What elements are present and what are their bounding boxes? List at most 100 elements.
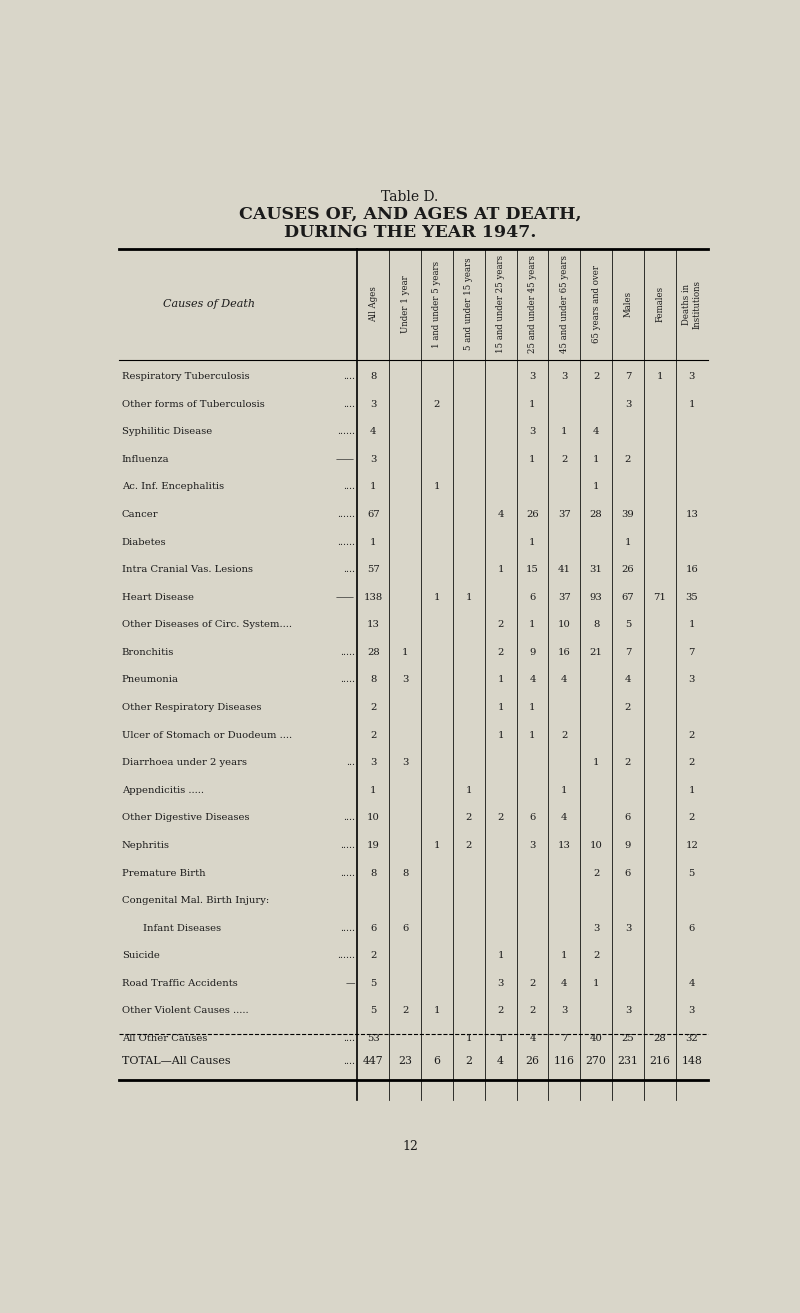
Text: 65 years and over: 65 years and over xyxy=(592,265,601,343)
Text: 4: 4 xyxy=(625,675,631,684)
Text: 5: 5 xyxy=(625,620,631,629)
Text: 5: 5 xyxy=(370,979,377,987)
Text: 1: 1 xyxy=(498,702,504,712)
Text: 3: 3 xyxy=(370,399,377,408)
Text: 1: 1 xyxy=(370,537,377,546)
Text: 7: 7 xyxy=(625,372,631,381)
Text: Suicide: Suicide xyxy=(122,952,159,960)
Text: 6: 6 xyxy=(370,923,376,932)
Text: Heart Disease: Heart Disease xyxy=(122,592,194,601)
Text: 1: 1 xyxy=(561,785,567,794)
Text: 138: 138 xyxy=(363,592,383,601)
Text: 1: 1 xyxy=(530,537,536,546)
Text: 1: 1 xyxy=(466,1035,472,1043)
Text: 32: 32 xyxy=(686,1035,698,1043)
Text: 1: 1 xyxy=(370,785,377,794)
Text: 67: 67 xyxy=(367,509,379,519)
Text: .....: ..... xyxy=(340,647,355,656)
Text: 2: 2 xyxy=(625,454,631,463)
Text: 4: 4 xyxy=(370,427,377,436)
Text: Other forms of Tuberculosis: Other forms of Tuberculosis xyxy=(122,399,265,408)
Text: ...: ... xyxy=(346,758,355,767)
Text: 40: 40 xyxy=(590,1035,602,1043)
Text: Influenza: Influenza xyxy=(122,454,170,463)
Text: 9: 9 xyxy=(625,840,631,850)
Text: Bronchitis: Bronchitis xyxy=(122,647,174,656)
Text: 6: 6 xyxy=(530,813,535,822)
Text: 5: 5 xyxy=(370,1007,377,1015)
Text: 67: 67 xyxy=(622,592,634,601)
Text: Cancer: Cancer xyxy=(122,509,158,519)
Text: 3: 3 xyxy=(625,1007,631,1015)
Text: 2: 2 xyxy=(498,620,504,629)
Text: 4: 4 xyxy=(530,675,536,684)
Text: 1: 1 xyxy=(434,840,440,850)
Text: 2: 2 xyxy=(466,840,472,850)
Text: Congenital Mal. Birth Injury:: Congenital Mal. Birth Injury: xyxy=(122,895,269,905)
Text: 16: 16 xyxy=(686,565,698,574)
Text: 3: 3 xyxy=(530,840,536,850)
Text: 2: 2 xyxy=(689,730,695,739)
Text: Table D.: Table D. xyxy=(382,190,438,204)
Text: 6: 6 xyxy=(689,923,695,932)
Text: 116: 116 xyxy=(554,1057,574,1066)
Text: Under 1 year: Under 1 year xyxy=(401,276,410,334)
Text: 3: 3 xyxy=(370,758,377,767)
Text: 1: 1 xyxy=(593,482,599,491)
Text: 41: 41 xyxy=(558,565,570,574)
Text: Other Digestive Diseases: Other Digestive Diseases xyxy=(122,813,250,822)
Text: .....: ..... xyxy=(340,840,355,850)
Text: 6: 6 xyxy=(625,868,631,877)
Text: Nephritis: Nephritis xyxy=(122,840,170,850)
Text: Ulcer of Stomach or Duodeum ....: Ulcer of Stomach or Duodeum .... xyxy=(122,730,292,739)
Text: 8: 8 xyxy=(370,675,377,684)
Text: 2: 2 xyxy=(530,1007,536,1015)
Text: 1: 1 xyxy=(498,1035,504,1043)
Text: 1: 1 xyxy=(593,758,599,767)
Text: 2: 2 xyxy=(370,952,377,960)
Text: ....: .... xyxy=(343,399,355,408)
Text: 9: 9 xyxy=(530,647,536,656)
Text: 3: 3 xyxy=(689,372,695,381)
Text: 1: 1 xyxy=(370,482,377,491)
Text: ......: ...... xyxy=(337,952,355,960)
Text: 3: 3 xyxy=(370,454,377,463)
Text: 25: 25 xyxy=(622,1035,634,1043)
Text: 31: 31 xyxy=(590,565,602,574)
Text: 2: 2 xyxy=(402,1007,408,1015)
Text: 3: 3 xyxy=(625,923,631,932)
Text: 8: 8 xyxy=(370,868,377,877)
Text: 2: 2 xyxy=(593,372,599,381)
Text: 4: 4 xyxy=(530,1035,536,1043)
Text: 2: 2 xyxy=(689,758,695,767)
Text: 10: 10 xyxy=(558,620,570,629)
Text: Causes of Death: Causes of Death xyxy=(163,299,255,309)
Text: 1: 1 xyxy=(530,620,536,629)
Text: 12: 12 xyxy=(686,840,698,850)
Text: 1: 1 xyxy=(561,952,567,960)
Text: 1: 1 xyxy=(498,565,504,574)
Text: 2: 2 xyxy=(689,813,695,822)
Text: 4: 4 xyxy=(561,979,567,987)
Text: 1: 1 xyxy=(530,730,536,739)
Text: 1: 1 xyxy=(466,785,472,794)
Text: 3: 3 xyxy=(625,399,631,408)
Text: 26: 26 xyxy=(622,565,634,574)
Text: 2: 2 xyxy=(625,758,631,767)
Text: 148: 148 xyxy=(682,1057,702,1066)
Text: 39: 39 xyxy=(622,509,634,519)
Text: 4: 4 xyxy=(561,813,567,822)
Text: 21: 21 xyxy=(590,647,602,656)
Text: .....: ..... xyxy=(340,923,355,932)
Text: 16: 16 xyxy=(558,647,570,656)
Text: 1: 1 xyxy=(466,592,472,601)
Text: 7: 7 xyxy=(689,647,695,656)
Text: ......: ...... xyxy=(337,509,355,519)
Text: 3: 3 xyxy=(402,758,408,767)
Text: 71: 71 xyxy=(654,592,666,601)
Text: 10: 10 xyxy=(366,813,380,822)
Text: Diarrhoea under 2 years: Diarrhoea under 2 years xyxy=(122,758,246,767)
Text: 57: 57 xyxy=(367,565,379,574)
Text: 6: 6 xyxy=(434,1057,441,1066)
Text: 35: 35 xyxy=(686,592,698,601)
